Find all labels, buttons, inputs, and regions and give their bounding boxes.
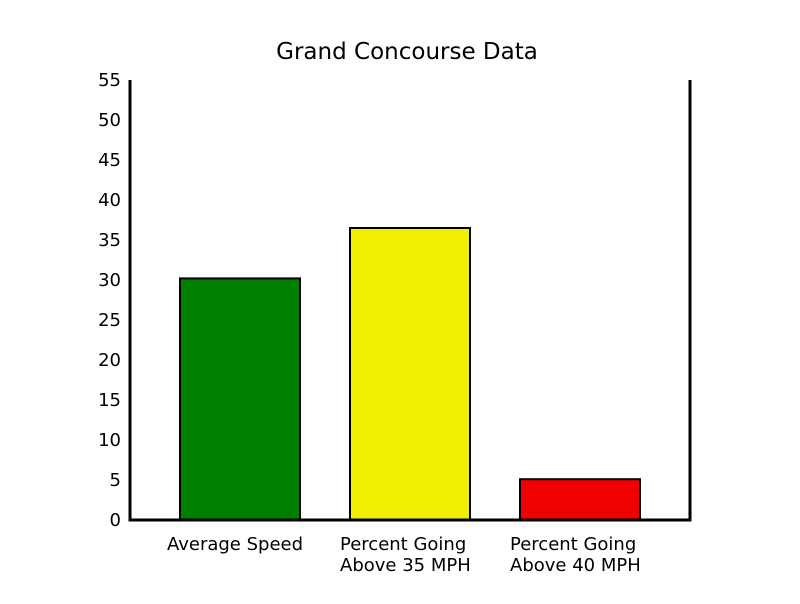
y-tick-label: 40	[98, 190, 121, 211]
y-tick-label: 50	[98, 110, 121, 131]
y-tick-label: 5	[110, 470, 121, 491]
y-tick-label: 45	[98, 150, 121, 171]
y-tick-label: 55	[98, 70, 121, 91]
y-axis-ticks: 0 5 10 15 20 25 30 35 40 45 50 55	[98, 70, 121, 531]
x-category-label: Average Speed	[167, 534, 303, 555]
axes	[128, 80, 692, 522]
y-tick-label: 25	[98, 310, 121, 331]
bars	[179, 227, 641, 522]
y-tick-label: 0	[110, 510, 121, 531]
x-category-label: Percent Going	[510, 534, 636, 555]
bar-1	[179, 277, 301, 521]
bar-2	[349, 227, 471, 521]
x-category-label: Percent Going	[340, 534, 466, 555]
y-tick-label: 35	[98, 230, 121, 251]
chart-title: Grand Concourse Data	[276, 39, 538, 65]
bar-3	[519, 478, 641, 522]
y-tick-label: 10	[98, 430, 121, 451]
x-category-label: Above 40 MPH	[510, 555, 641, 576]
y-tick-label: 30	[98, 270, 121, 291]
y-tick-label: 15	[98, 390, 121, 411]
y-tick-label: 20	[98, 350, 121, 371]
x-category-label: Above 35 MPH	[340, 555, 471, 576]
